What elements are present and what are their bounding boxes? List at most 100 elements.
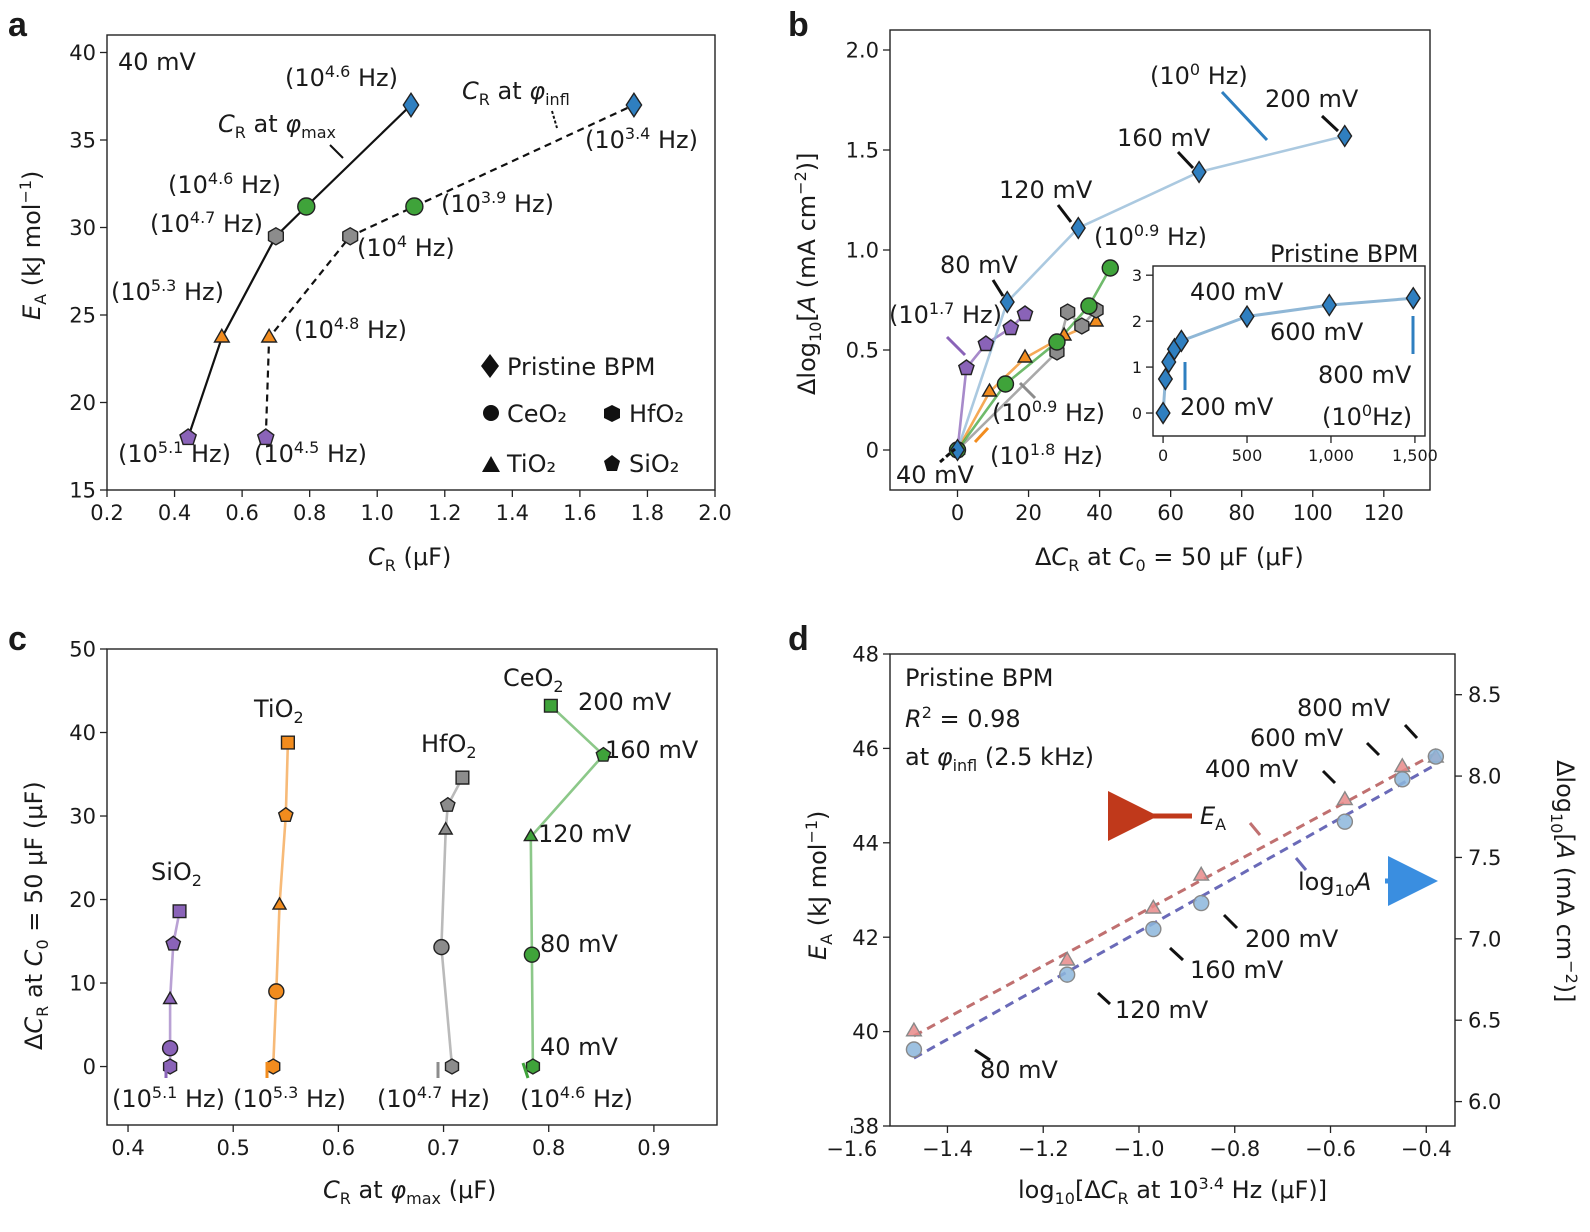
data-point (165, 935, 182, 951)
x-tick-label: 0 (1158, 446, 1168, 465)
data-point (1002, 319, 1020, 336)
panel-letter-b: b (788, 6, 809, 44)
y-tick-label: 42 (852, 926, 879, 950)
x-tick-label: −1.4 (922, 1137, 973, 1161)
freq-label: (100.9 Hz) (1094, 221, 1207, 251)
legend-label: TiO₂ (506, 450, 556, 478)
x-axis-label-c: CR at φmax (μF) (323, 1176, 496, 1208)
y-tick-label: 50 (69, 638, 96, 662)
voltage-label: 40 mV (896, 461, 975, 489)
voltage-label: 200 mV (1265, 85, 1359, 113)
freq-label: (104.7 Hz) (377, 1083, 490, 1113)
data-point (444, 1058, 460, 1075)
x-tick-label: −1.6 (826, 1137, 877, 1161)
voltage-label: 120 mV (1115, 996, 1209, 1024)
data-point-log10a (1193, 894, 1210, 912)
y2-tick-label: 6.5 (1468, 1009, 1501, 1033)
leader-line (973, 426, 990, 444)
x-tick-label: 0.4 (111, 1136, 144, 1160)
x-tick-label: 0.7 (427, 1136, 460, 1160)
axis-ticks-a: 0.2 0.4 0.6 0.8 1.0 1.2 1.4 1.6 1.8 2.0 15 20 25 30 35… (69, 41, 731, 525)
data-point (179, 428, 198, 446)
legend-marker-triangle (482, 456, 500, 472)
inset-label: (100Hz) (1322, 401, 1412, 431)
data-point-log10a (1145, 920, 1162, 938)
inset-data-point (1155, 401, 1171, 425)
series-lines-c (168, 704, 606, 1067)
y-tick-label: 46 (852, 737, 879, 761)
voltage-label: 400 mV (1205, 755, 1299, 783)
legend-marker-pentagon (604, 455, 620, 471)
inset-label: 800 mV (1318, 361, 1412, 389)
y-tick-label: 48 (852, 643, 879, 667)
data-point (402, 92, 420, 118)
data-point (297, 197, 316, 216)
freq-label: (105.3 Hz) (233, 1083, 346, 1113)
x-tick-label: 1.0 (361, 501, 394, 525)
y2-tick-label: 8.5 (1468, 683, 1501, 707)
data-markers-d (905, 747, 1445, 1058)
header-line: Pristine BPM (905, 664, 1053, 692)
y-axis-label-d: EA (kJ mol−1) (802, 811, 836, 960)
x-tick-label: 1.6 (563, 501, 596, 525)
series-line (440, 776, 464, 1067)
x-tick-label: 1.4 (496, 501, 529, 525)
leader-line (1056, 204, 1073, 223)
data-markers-a (179, 92, 643, 446)
leader-line (1168, 946, 1185, 962)
plot-frame-b (889, 29, 1431, 491)
x-axis-label-b: ΔCR at C0 = 50 μF (μF) (1035, 543, 1304, 575)
freq-label: (101.8 Hz) (990, 440, 1103, 470)
data-point (268, 983, 285, 1000)
x-tick-label: 1.8 (631, 501, 664, 525)
x-tick-label: 80 (1228, 501, 1255, 525)
series-label-phimax: CR at φmax (218, 110, 336, 142)
x-tick-label: 0 (951, 501, 964, 525)
x-tick-label: −0.8 (1209, 1137, 1260, 1161)
series-label-sio2: SiO2 (151, 858, 202, 890)
data-point (405, 197, 424, 216)
freq-label: (104.7 Hz) (150, 208, 263, 238)
data-point (1087, 312, 1105, 327)
series-label-phiinfl: CR at φinfl (462, 77, 570, 109)
data-point (260, 327, 278, 343)
data-point (1191, 160, 1207, 184)
x-tick-label: 20 (1015, 501, 1042, 525)
axis-ticks-d: −1.6 −1.4 −1.2 −1.0 −0.8 −0.6 −0.4 38 40 42 44 46 48… (826, 643, 1501, 1161)
y-tick-label: 15 (69, 479, 96, 503)
legend-marker-hexagon (604, 405, 620, 422)
y2-axis-label-d: Δlog10[A (mA cm−2)] (1547, 760, 1581, 1003)
data-point-log10a (1394, 771, 1411, 788)
freq-label: (101.7 Hz) (889, 299, 1002, 329)
x-tick-label: 0.8 (532, 1136, 565, 1160)
data-point (342, 226, 359, 246)
data-point (1016, 305, 1034, 322)
data-point-log10a (1336, 813, 1354, 830)
legend-a: Pristine BPM CeO₂ HfO₂ TiO₂ SiO₂ (481, 353, 684, 478)
freq-label: (105.1 Hz) (118, 438, 231, 468)
y-axis-label-c: ΔCR at C0 = 50 μF (μF) (20, 781, 52, 1050)
legend-marker-circle (483, 405, 499, 421)
leader-line (1096, 991, 1112, 1006)
data-point (525, 1058, 541, 1075)
y-tick-label: 10 (69, 972, 96, 996)
data-point (977, 335, 995, 352)
x-tick-label: 0.5 (217, 1136, 250, 1160)
data-point (1070, 216, 1086, 240)
data-point (999, 290, 1015, 314)
voltage-label: 800 mV (1297, 694, 1391, 722)
data-point-log10a (1427, 748, 1445, 765)
legend-marker-diamond (481, 354, 499, 378)
inset-data-point (1173, 329, 1190, 353)
y-tick-label: 40 (852, 1020, 879, 1044)
y-tick-label: 2 (1132, 312, 1142, 331)
voltage-label: 200 mV (1245, 925, 1339, 953)
data-point-ea (1192, 865, 1210, 881)
panel-a: a 0.2 0.4 0.6 0.8 1.0 1.2 1.4 1.6 1.8 2.0 15 20 25 30… (8, 6, 732, 575)
y2-tick-label: 6.0 (1468, 1090, 1501, 1114)
voltage-label: 40 mV (540, 1033, 619, 1061)
y-tick-label: 20 (69, 391, 96, 415)
leader-line (521, 1062, 530, 1079)
y-tick-label: 25 (69, 304, 96, 328)
